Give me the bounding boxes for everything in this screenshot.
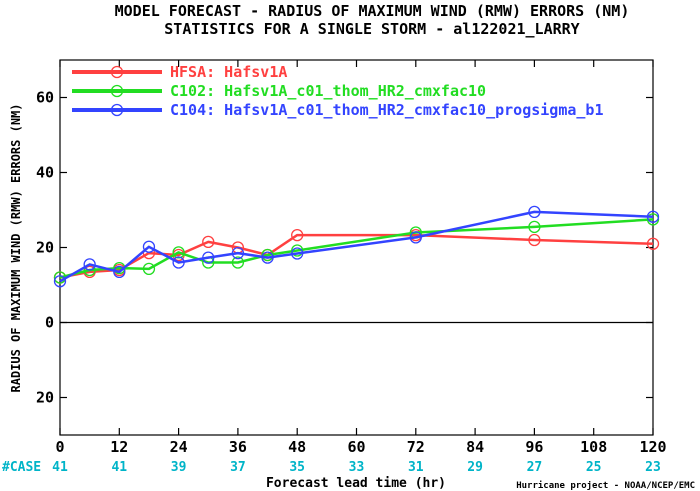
y-tick-label: 40 (36, 164, 54, 182)
series-3-point (291, 247, 304, 260)
x-tick-label: 12 (110, 438, 128, 456)
series-2-point (528, 220, 541, 234)
legend-swatch-marker (110, 103, 124, 117)
series-3-point (646, 210, 660, 223)
legend-entry-3: C104: Hafsv1A_c01_thom_HR2_cmxfac10_prog… (170, 101, 603, 119)
y-tick-label: 0 (45, 314, 54, 332)
series-1-point (528, 233, 541, 247)
y-tick-label: 60 (36, 89, 54, 107)
case-count: 27 (527, 460, 543, 475)
series-3-point (528, 205, 541, 219)
series-line-3 (59, 210, 654, 283)
x-tick-label: 24 (170, 438, 188, 456)
series-3-point (231, 246, 245, 260)
case-count: 35 (289, 460, 305, 475)
series-2-point (172, 246, 185, 259)
x-tick-label: 108 (580, 438, 607, 456)
series-2-point (291, 244, 304, 257)
case-count: 25 (586, 460, 602, 475)
series-1-point (202, 235, 215, 249)
series-3-point (172, 256, 185, 269)
y-tick-label: 20 (36, 239, 54, 257)
series-3-point (113, 265, 126, 279)
series-3-point (202, 251, 215, 264)
legend-swatch-marker (110, 65, 124, 79)
case-count: 41 (52, 460, 68, 475)
x-tick-label: 48 (288, 438, 306, 456)
case-count: 23 (645, 460, 661, 475)
x-tick-label: 84 (466, 438, 484, 456)
case-count: 37 (230, 460, 246, 475)
legend-entry-2: C102: Hafsv1A_c01_thom_HR2_cmxfac10 (170, 82, 486, 100)
x-tick-label: 120 (639, 438, 666, 456)
chart-subtitle: STATISTICS FOR A SINGLE STORM - al122021… (164, 20, 579, 38)
series-3-point (261, 251, 274, 264)
chart-title: MODEL FORECAST - RADIUS OF MAXIMUM WIND … (115, 2, 630, 20)
series-2-point (142, 262, 156, 276)
case-count: 29 (467, 460, 483, 475)
case-row-label: #CASE (2, 460, 41, 475)
y-tick-label: 20 (36, 389, 54, 407)
series-line-2 (59, 218, 654, 279)
series-3-point (142, 240, 156, 253)
x-tick-label: 0 (55, 438, 64, 456)
series-1-point (291, 228, 304, 242)
legend-entry-1: HFSA: Hafsv1A (170, 63, 287, 81)
x-tick-label: 96 (525, 438, 543, 456)
x-axis-label: Forecast lead time (hr) (266, 476, 446, 491)
series-3-point (83, 258, 96, 271)
x-tick-label: 60 (347, 438, 365, 456)
series-1-point (646, 237, 660, 250)
x-tick-label: 36 (229, 438, 247, 456)
credit-text: Hurricane project - NOAA/NCEP/EMC (516, 480, 695, 491)
series-3-point (53, 275, 67, 288)
legend-swatch-marker (110, 84, 124, 98)
case-count: 31 (408, 460, 424, 475)
y-axis-label: RADIUS OF MAXIMUM WIND (RMW) ERRORS (NM) (9, 104, 23, 393)
x-tick-label: 72 (407, 438, 425, 456)
case-count: 39 (171, 460, 187, 475)
case-count: 33 (349, 460, 365, 475)
series-3-point (409, 231, 422, 244)
case-count: 41 (111, 460, 127, 475)
series-2-point (231, 256, 245, 269)
